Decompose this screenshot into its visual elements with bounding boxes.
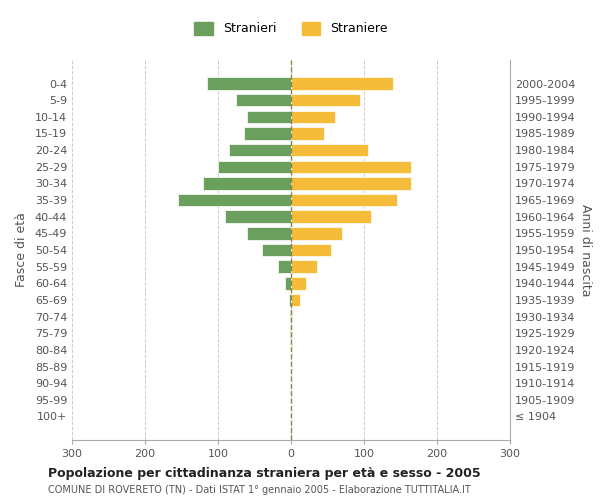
Bar [291, 94, 361, 106]
Bar [291, 78, 393, 90]
Bar [291, 310, 292, 323]
Bar [291, 260, 317, 273]
Legend: Stranieri, Straniere: Stranieri, Straniere [189, 17, 393, 40]
Y-axis label: Fasce di età: Fasce di età [15, 212, 28, 288]
Bar [178, 194, 291, 206]
Bar [207, 78, 291, 90]
Y-axis label: Anni di nascita: Anni di nascita [579, 204, 592, 296]
Bar [244, 127, 291, 140]
Bar [290, 310, 291, 323]
Bar [290, 327, 291, 340]
Bar [291, 160, 412, 173]
Text: Popolazione per cittadinanza straniera per età e sesso - 2005: Popolazione per cittadinanza straniera p… [48, 468, 481, 480]
Bar [247, 227, 291, 239]
Bar [291, 127, 324, 140]
Bar [278, 260, 291, 273]
Bar [289, 294, 291, 306]
Bar [291, 244, 331, 256]
Bar [291, 210, 371, 223]
Bar [291, 177, 412, 190]
Bar [218, 160, 291, 173]
Bar [203, 177, 291, 190]
Bar [291, 344, 292, 356]
Bar [236, 94, 291, 106]
Bar [226, 210, 291, 223]
Bar [291, 327, 292, 340]
Bar [262, 244, 291, 256]
Bar [247, 110, 291, 123]
Bar [291, 277, 305, 289]
Text: COMUNE DI ROVERETO (TN) - Dati ISTAT 1° gennaio 2005 - Elaborazione TUTTITALIA.I: COMUNE DI ROVERETO (TN) - Dati ISTAT 1° … [48, 485, 471, 495]
Bar [291, 294, 300, 306]
Bar [285, 277, 291, 289]
Bar [291, 227, 342, 239]
Bar [291, 194, 397, 206]
Bar [229, 144, 291, 156]
Bar [291, 144, 368, 156]
Bar [291, 110, 335, 123]
